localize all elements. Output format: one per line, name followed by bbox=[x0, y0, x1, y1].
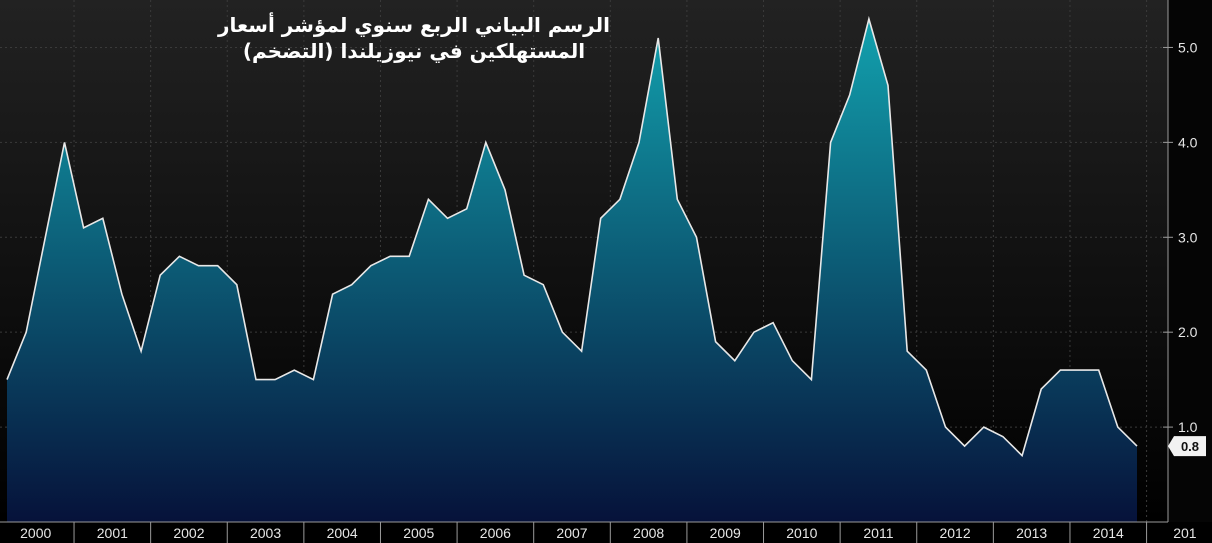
x-tick-label: 2014 bbox=[1093, 525, 1124, 541]
x-tick-label: 2013 bbox=[1016, 525, 1047, 541]
data-point-2004Q3 bbox=[351, 284, 353, 286]
x-tick-label: 2003 bbox=[250, 525, 281, 541]
data-point-2004Q4 bbox=[370, 265, 372, 267]
last-value-badge-bg bbox=[1168, 436, 1206, 457]
data-point-2013Q4 bbox=[1059, 369, 1061, 371]
data-point-2009Q1 bbox=[695, 236, 697, 238]
data-point-2001Q4 bbox=[140, 350, 142, 352]
x-tick-label: 2001 bbox=[97, 525, 128, 541]
data-point-2003Q3 bbox=[274, 378, 276, 380]
data-point-2014Q4 bbox=[1136, 445, 1138, 447]
data-point-2010Q2 bbox=[791, 359, 793, 361]
data-point-2005Q1 bbox=[389, 255, 391, 257]
x-ticks: 2000 2001 2002 2003 2004 2005 2006 2007 2008 2009… bbox=[20, 522, 1197, 543]
data-point-2004Q2 bbox=[331, 293, 333, 295]
data-point-2011Q4 bbox=[906, 350, 908, 352]
data-point-2008Q3 bbox=[657, 37, 659, 39]
data-point-2000Q3 bbox=[44, 236, 46, 238]
x-tick-label: 2005 bbox=[403, 525, 434, 541]
data-point-2002Q2 bbox=[178, 255, 180, 257]
data-point-2012Q3 bbox=[963, 445, 965, 447]
data-point-2011Q3 bbox=[887, 84, 889, 86]
data-point-2013Q2 bbox=[1021, 454, 1023, 456]
data-point-2005Q3 bbox=[427, 198, 429, 200]
x-tick-label: 2002 bbox=[173, 525, 204, 541]
data-point-2006Q3 bbox=[504, 189, 506, 191]
data-point-2011Q2 bbox=[868, 18, 870, 20]
data-point-2003Q4 bbox=[293, 369, 295, 371]
chart-title-line-2: المستهلكين في نيوزيلندا (التضخم) bbox=[243, 39, 585, 64]
y-tick-label: 5.0 bbox=[1178, 39, 1198, 55]
y-tick-label: 4.0 bbox=[1178, 134, 1198, 150]
area-fill bbox=[7, 19, 1137, 522]
data-point-2002Q1 bbox=[159, 274, 161, 276]
data-point-2005Q4 bbox=[446, 217, 448, 219]
x-tick-label: 2010 bbox=[786, 525, 817, 541]
data-point-2012Q1 bbox=[925, 369, 927, 371]
data-point-2013Q1 bbox=[1002, 435, 1004, 437]
data-point-2002Q4 bbox=[216, 265, 218, 267]
x-tick-label: 2009 bbox=[710, 525, 741, 541]
series-line bbox=[6, 15, 1138, 458]
data-point-2014Q2 bbox=[1097, 369, 1099, 371]
data-point-2005Q2 bbox=[408, 255, 410, 257]
data-point-2009Q3 bbox=[734, 359, 736, 361]
chart-title-line-1: الرسم البياني الربع سنوي لمؤشر أسعار bbox=[217, 11, 610, 38]
data-point-2001Q3 bbox=[121, 293, 123, 295]
data-point-2003Q2 bbox=[255, 378, 257, 380]
x-tick-label: 2000 bbox=[20, 525, 51, 541]
data-point-2003Q1 bbox=[236, 284, 238, 286]
data-point-2007Q4 bbox=[600, 217, 602, 219]
x-tick-label: 2008 bbox=[633, 525, 664, 541]
x-axis-band bbox=[0, 522, 1212, 543]
y-ticks: 1.0 2.0 3.0 4.0 5.0 bbox=[1163, 39, 1198, 435]
x-tick-label: 2004 bbox=[327, 525, 358, 541]
data-point-2001Q1 bbox=[82, 227, 84, 229]
data-point-2008Q1 bbox=[619, 198, 621, 200]
data-point-2007Q2 bbox=[561, 331, 563, 333]
x-tick-label: 2012 bbox=[939, 525, 970, 541]
data-point-2009Q2 bbox=[714, 340, 716, 342]
data-point-2014Q3 bbox=[1117, 426, 1119, 428]
data-point-2012Q2 bbox=[944, 426, 946, 428]
data-point-2008Q2 bbox=[638, 141, 640, 143]
data-point-2006Q1 bbox=[465, 208, 467, 210]
data-point-2004Q1 bbox=[312, 378, 314, 380]
x-tick-label: 2006 bbox=[480, 525, 511, 541]
data-point-2000Q2 bbox=[25, 331, 27, 333]
x-tick-label: 201 bbox=[1173, 525, 1197, 541]
data-point-2000Q4 bbox=[63, 141, 65, 143]
data-point-2008Q4 bbox=[676, 198, 678, 200]
data-point-2012Q4 bbox=[983, 426, 985, 428]
last-value-label: 0.8 bbox=[1181, 439, 1199, 454]
data-point-2013Q3 bbox=[1040, 388, 1042, 390]
last-value-badge: 0.8 bbox=[1168, 436, 1206, 457]
x-tick-label: 2007 bbox=[556, 525, 587, 541]
data-point-2000Q1 bbox=[6, 378, 8, 380]
data-point-2010Q4 bbox=[829, 141, 831, 143]
y-tick-label: 3.0 bbox=[1178, 229, 1198, 245]
data-point-2006Q4 bbox=[523, 274, 525, 276]
data-point-2014Q1 bbox=[1078, 369, 1080, 371]
data-point-2001Q2 bbox=[102, 217, 104, 219]
data-point-2009Q4 bbox=[753, 331, 755, 333]
y-tick-label: 1.0 bbox=[1178, 419, 1198, 435]
y-tick-label: 2.0 bbox=[1178, 324, 1198, 340]
data-point-2010Q3 bbox=[810, 378, 812, 380]
x-tick-label: 2011 bbox=[863, 525, 893, 541]
data-point-2006Q2 bbox=[485, 141, 487, 143]
data-point-2007Q1 bbox=[542, 284, 544, 286]
data-point-2002Q3 bbox=[197, 265, 199, 267]
data-point-2011Q1 bbox=[849, 94, 851, 96]
data-point-2007Q3 bbox=[580, 350, 582, 352]
data-point-2010Q1 bbox=[772, 321, 774, 323]
